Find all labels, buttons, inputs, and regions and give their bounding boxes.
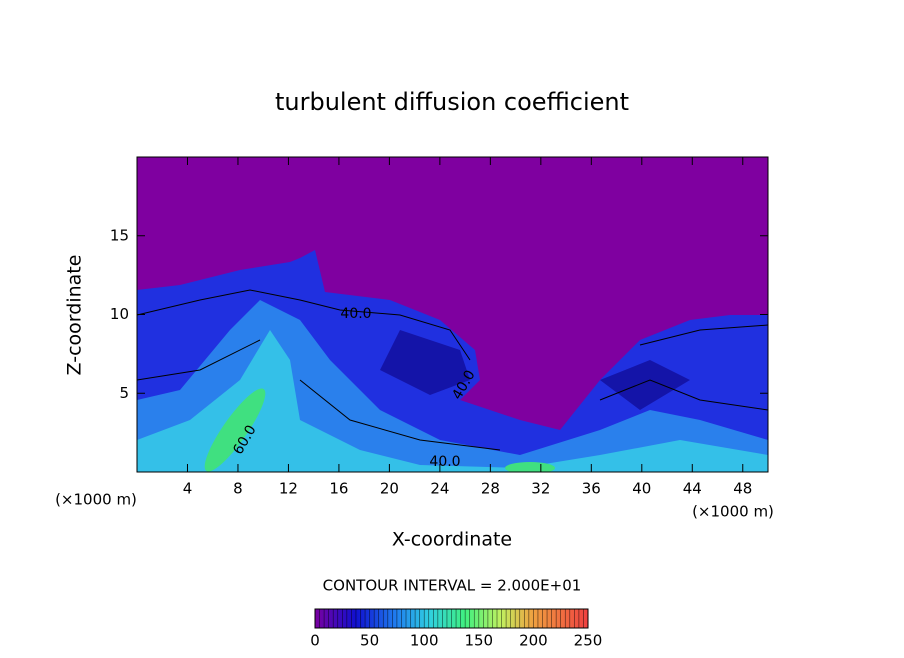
x-tick-label: 32 [531, 480, 550, 498]
y-tick-label: 5 [119, 384, 129, 402]
chart-title: turbulent diffusion coefficient [275, 88, 629, 116]
colorbar-tick-label: 250 [574, 632, 603, 650]
x-tick-label: 36 [582, 480, 601, 498]
y-axis-label: Z-coordinate [64, 255, 86, 376]
x-tick-label: 16 [329, 480, 348, 498]
x-tick-label: 48 [733, 480, 752, 498]
x-tick-label: 24 [430, 480, 449, 498]
contour-interval: CONTOUR INTERVAL = 2.000E+01 [323, 577, 582, 595]
x-tick-label: 8 [233, 480, 243, 498]
x-tick-label: 28 [481, 480, 500, 498]
y-tick-label: 15 [110, 226, 129, 244]
x-tick-label: 4 [183, 480, 193, 498]
contour-field [137, 157, 768, 472]
colorbar-tick-label: 100 [410, 632, 439, 650]
x-tick-label: 20 [380, 480, 399, 498]
x-tick-label: 40 [632, 480, 651, 498]
colorbar-tick-label: 200 [519, 632, 548, 650]
colorbar-tick-label: 0 [310, 632, 320, 650]
colorbar-tick-label: 50 [360, 632, 379, 650]
y-tick-label: 10 [110, 305, 129, 323]
colorbar-tick-label: 150 [464, 632, 493, 650]
x-tick-label: 12 [279, 480, 298, 498]
x-unit-label: (×1000 m) [55, 491, 137, 509]
x-unit-label: (×1000 m) [692, 503, 774, 521]
x-tick-label: 44 [683, 480, 702, 498]
contour-label: 40.0 [340, 306, 371, 322]
contour-label: 40.0 [429, 454, 460, 470]
x-axis-label: X-coordinate [392, 529, 512, 551]
